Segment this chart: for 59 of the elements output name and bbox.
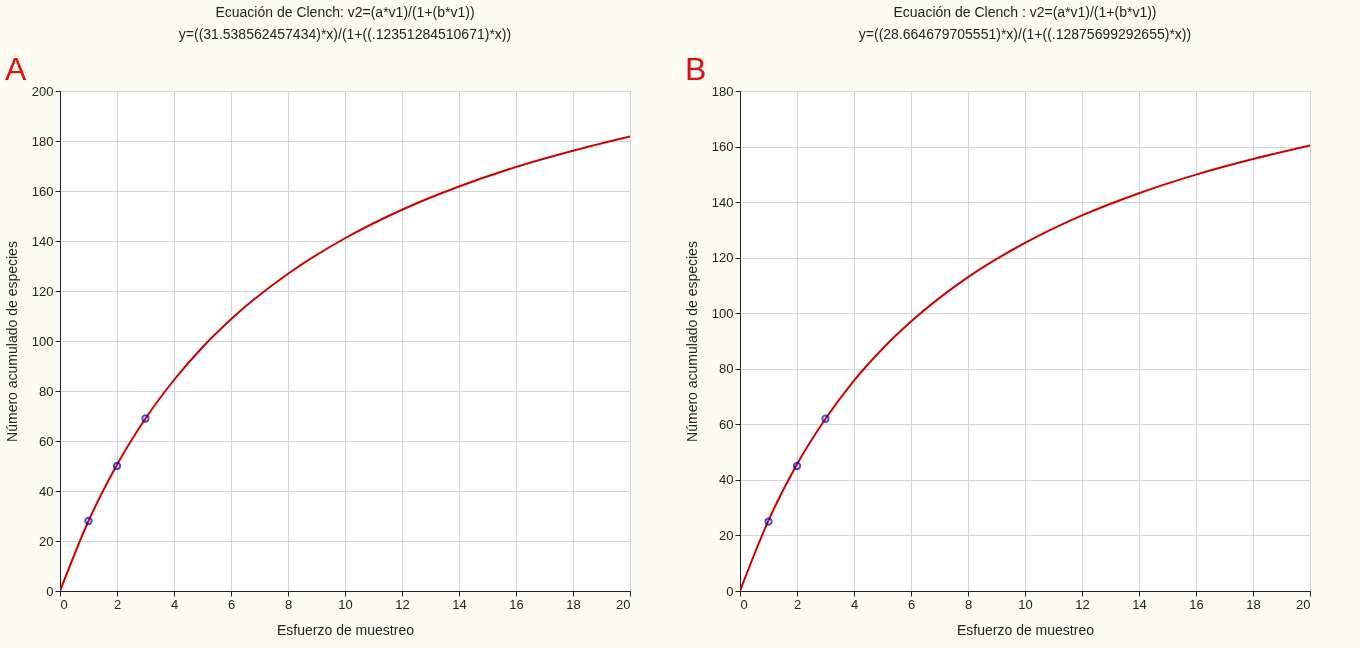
y-tick-label: 0: [726, 583, 734, 599]
x-tick-label: 6: [227, 596, 236, 612]
x-tick-label: 6: [907, 596, 916, 612]
y-tick-label: 60: [719, 416, 734, 432]
x-tick-label: 10: [338, 596, 353, 612]
y-tick-label: 160: [711, 139, 734, 155]
chart-title: Ecuación de Clench: v2=(a*v1)/(1+(b*v1)): [215, 4, 475, 20]
x-axis-title: Esfuerzo de muestreo: [957, 621, 1095, 638]
y-tick-label: 100: [711, 305, 734, 321]
x-tick-label: 8: [964, 596, 973, 612]
y-tick-label: 80: [719, 361, 734, 377]
y-tick-label: 100: [31, 333, 54, 349]
y-tick-label: 40: [719, 472, 734, 488]
y-tick-label: 120: [31, 283, 54, 299]
y-tick-label: 20: [719, 527, 734, 543]
x-axis-title: Esfuerzo de muestreo: [277, 621, 415, 638]
y-axis-title: Número acumulado de especies: [683, 241, 700, 442]
x-tick-label: 18: [566, 596, 581, 612]
x-tick-label: 12: [1075, 596, 1090, 612]
x-tick-label: 4: [850, 596, 859, 612]
x-tick-label: 18: [1246, 596, 1261, 612]
y-tick-label: 160: [31, 183, 54, 199]
x-tick-label: 12: [395, 596, 410, 612]
y-tick-label: 140: [711, 194, 734, 210]
x-tick-label: 16: [1189, 596, 1204, 612]
y-tick-label: 140: [31, 233, 54, 249]
point: [84, 516, 93, 526]
text: B: [685, 51, 707, 87]
x-tick-label: 4: [170, 596, 179, 612]
x-tick-label: 2: [793, 596, 802, 612]
y-tick-label: 40: [39, 483, 54, 499]
x-tick-label: 20: [616, 596, 631, 612]
x-tick-label: 14: [1132, 596, 1147, 612]
y-tick-label: 180: [711, 83, 734, 99]
y-tick-label: 0: [46, 583, 54, 599]
x-tick-label: 20: [1296, 596, 1311, 612]
x-tick-label: 16: [509, 596, 524, 612]
x-tick-label: 2: [113, 596, 122, 612]
point: [141, 414, 150, 423]
y-axis-title: Número acumulado de especies: [3, 241, 20, 442]
point: [792, 461, 802, 471]
point: [112, 461, 122, 471]
y-tick-label: 20: [39, 533, 54, 549]
x-tick-label: 0: [60, 596, 68, 612]
x-tick-label: 14: [452, 596, 467, 612]
text: A: [5, 51, 27, 87]
chart-title: Ecuación de Clench : v2=(a*v1)/(1+(b*v1)): [893, 4, 1157, 20]
x-tick-label: 10: [1018, 596, 1033, 612]
y-tick-label: 200: [31, 83, 54, 99]
chart-subtitle: y=((31.538562457434)*x)/(1+((.12351284510671)*x)): [178, 26, 512, 42]
x-tick-label: 8: [284, 596, 293, 612]
y-tick-label: 120: [711, 250, 734, 266]
point: [821, 414, 830, 423]
x-tick-label: 0: [740, 596, 748, 612]
y-tick-label: 80: [39, 383, 54, 399]
point: [764, 517, 773, 526]
chart-subtitle: y=((28.664679705551)*x)/(1+((.12875699292655)*x)): [858, 26, 1192, 42]
y-tick-label: 60: [39, 433, 54, 449]
y-tick-label: 180: [31, 133, 54, 149]
